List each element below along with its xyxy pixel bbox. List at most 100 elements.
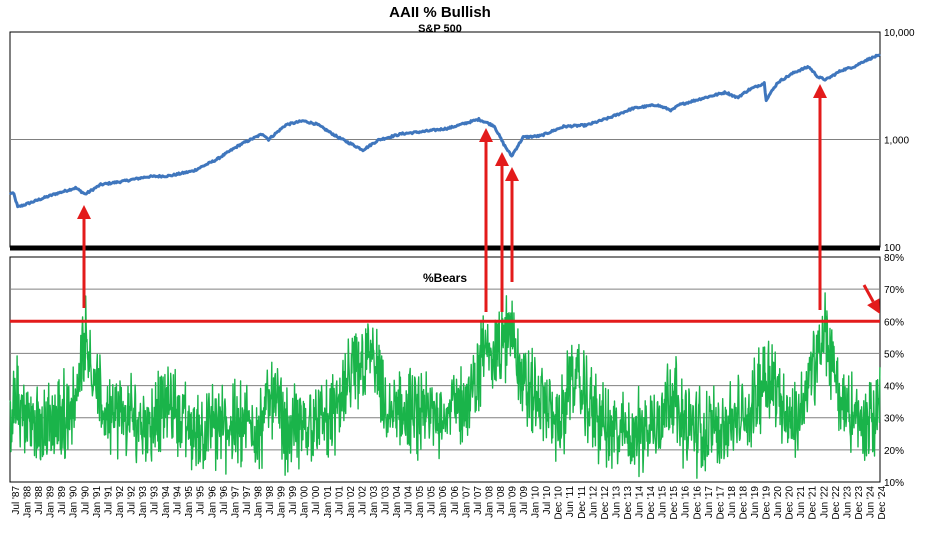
chart-title: AAII % Bullish <box>389 4 491 21</box>
x-tick-label: Dec '19 <box>762 486 773 520</box>
x-tick-label: Dec '11 <box>577 486 588 519</box>
bottom-y-tick-label: 60% <box>884 317 904 328</box>
x-tick-label: Jul '96 <box>219 486 230 515</box>
x-tick-label: Jan '99 <box>277 486 288 518</box>
x-tick-label: Jan '03 <box>369 486 380 518</box>
arrow-head <box>813 84 827 98</box>
annotation-arrows <box>77 84 880 314</box>
x-tick-label: Jan '88 <box>23 486 34 518</box>
x-tick-label: Dec '12 <box>600 486 611 520</box>
x-tick-label: Jul '95 <box>196 486 207 515</box>
x-tick-label: Dec '10 <box>554 486 565 520</box>
x-tick-label: Jan '05 <box>415 486 426 518</box>
x-tick-label: Dec '23 <box>854 486 865 520</box>
x-tick-label: Jun '13 <box>611 486 622 518</box>
x-tick-label: Jul '07 <box>473 486 484 515</box>
bottom-y-tick-label: 20% <box>884 446 904 457</box>
x-tick-label: Jan '09 <box>508 486 519 518</box>
x-tick-label: Jun '24 <box>866 486 877 518</box>
x-tick-label: Jul '03 <box>381 486 392 515</box>
arrow-head <box>495 152 509 166</box>
x-tick-label: Jul '02 <box>357 486 368 515</box>
x-tick-label: Dec '15 <box>669 486 680 520</box>
x-tick-label: Jan '95 <box>184 486 195 518</box>
x-tick-label: Jul '94 <box>173 486 184 515</box>
x-tick-label: Dec '17 <box>715 486 726 520</box>
x-tick-label: Jun '11 <box>565 486 576 518</box>
x-tick-label: Dec '20 <box>785 486 796 520</box>
arrow-shaft <box>862 284 875 303</box>
x-tick-label: Jan '93 <box>138 486 149 518</box>
x-tick-label: Jan '90 <box>69 486 80 518</box>
x-tick-label: Jul '99 <box>288 486 299 515</box>
x-tick-label: Dec '24 <box>877 486 888 520</box>
x-tick-label: Jan '97 <box>230 486 241 518</box>
chart-subtitle: S&P 500 <box>418 23 462 35</box>
x-tick-label: Jul '92 <box>127 486 138 515</box>
top-y-tick-label: 1,000 <box>884 136 909 147</box>
x-tick-label: Jun '19 <box>750 486 761 518</box>
x-tick-label: Jun '14 <box>635 486 646 518</box>
bottom-panel-frame <box>9 256 881 483</box>
bears-series-line <box>9 292 881 479</box>
bottom-y-tick-label: 40% <box>884 382 904 393</box>
arrow-head <box>867 298 880 314</box>
x-tick-label: Jan '02 <box>346 486 357 518</box>
x-tick-label: Jun '12 <box>588 486 599 518</box>
x-tick-label: Jul '97 <box>242 486 253 515</box>
x-tick-label: Jul '98 <box>265 486 276 515</box>
bottom-y-tick-labels: 10% 20% 30% 40% 50% 60% 70% 80% <box>884 253 904 489</box>
x-tick-label: Dec '16 <box>692 486 703 520</box>
x-tick-label: Jan '04 <box>392 486 403 518</box>
x-tick-label: Dec '14 <box>646 486 657 520</box>
x-tick-label: Jan '91 <box>92 486 103 518</box>
x-tick-label: Jan '10 <box>531 486 542 518</box>
x-tick-label: Jan '07 <box>461 486 472 518</box>
top-y-tick-labels: 100 1,000 10,000 <box>884 28 915 254</box>
x-tick-label: Jul '91 <box>103 486 114 515</box>
arrow-head <box>479 128 493 142</box>
x-tick-label: Jul '90 <box>80 486 91 515</box>
bottom-y-tick-label: 70% <box>884 285 904 296</box>
x-tick-label: Jun '20 <box>773 486 784 518</box>
x-tick-label: Dec '21 <box>808 486 819 520</box>
x-tick-label: Jun '16 <box>681 486 692 518</box>
x-tick-label: Dec '18 <box>738 486 749 520</box>
x-tick-label: Jul '10 <box>542 486 553 515</box>
x-tick-label: Jun '18 <box>727 486 738 518</box>
x-tick-label: Jan '08 <box>484 486 495 518</box>
arrow-head <box>77 205 91 219</box>
arrow-head <box>505 167 519 181</box>
x-tick-label: Jun '15 <box>658 486 669 518</box>
bears-panel-title: %Bears <box>423 271 467 285</box>
sp500-series-line <box>8 53 881 209</box>
x-tick-label: Jan '96 <box>207 486 218 518</box>
top-y-tick-label: 10,000 <box>884 28 915 39</box>
x-tick-label: Jan '89 <box>46 486 57 518</box>
x-tick-label: Jan '98 <box>254 486 265 518</box>
x-tick-label: Jan '92 <box>115 486 126 518</box>
x-tick-label: Jul '93 <box>150 486 161 515</box>
x-tick-label: Jul '88 <box>34 486 45 515</box>
x-tick-label: Jun '17 <box>704 486 715 518</box>
bottom-y-tick-label: 10% <box>884 478 904 489</box>
x-tick-label: Jul '08 <box>496 486 507 515</box>
x-tick-label: Jul '00 <box>311 486 322 515</box>
x-tick-label: Dec '22 <box>831 486 842 520</box>
x-tick-label: Jun '23 <box>842 486 853 518</box>
x-tick-label: Jun '21 <box>796 486 807 518</box>
x-tick-label: Jul '05 <box>427 486 438 515</box>
x-tick-label: Jul '01 <box>334 486 345 515</box>
x-tick-labels: Jul '87 Jan '88 Jul '88 Jan '89 Jul '89 Jan '… <box>11 486 888 520</box>
x-tick-label: Jul '09 <box>519 486 530 515</box>
x-tick-label: Jun '22 <box>819 486 830 518</box>
bottom-y-tick-label: 80% <box>884 253 904 264</box>
bottom-y-tick-label: 50% <box>884 349 904 360</box>
x-tick-label: Jan '94 <box>161 486 172 518</box>
x-tick-label: Dec '13 <box>623 486 634 520</box>
bottom-y-tick-label: 30% <box>884 414 904 425</box>
x-tick-label: Jan '06 <box>438 486 449 518</box>
top-y-tick-label: 100 <box>884 243 901 254</box>
x-tick-label: Jan '01 <box>323 486 334 518</box>
